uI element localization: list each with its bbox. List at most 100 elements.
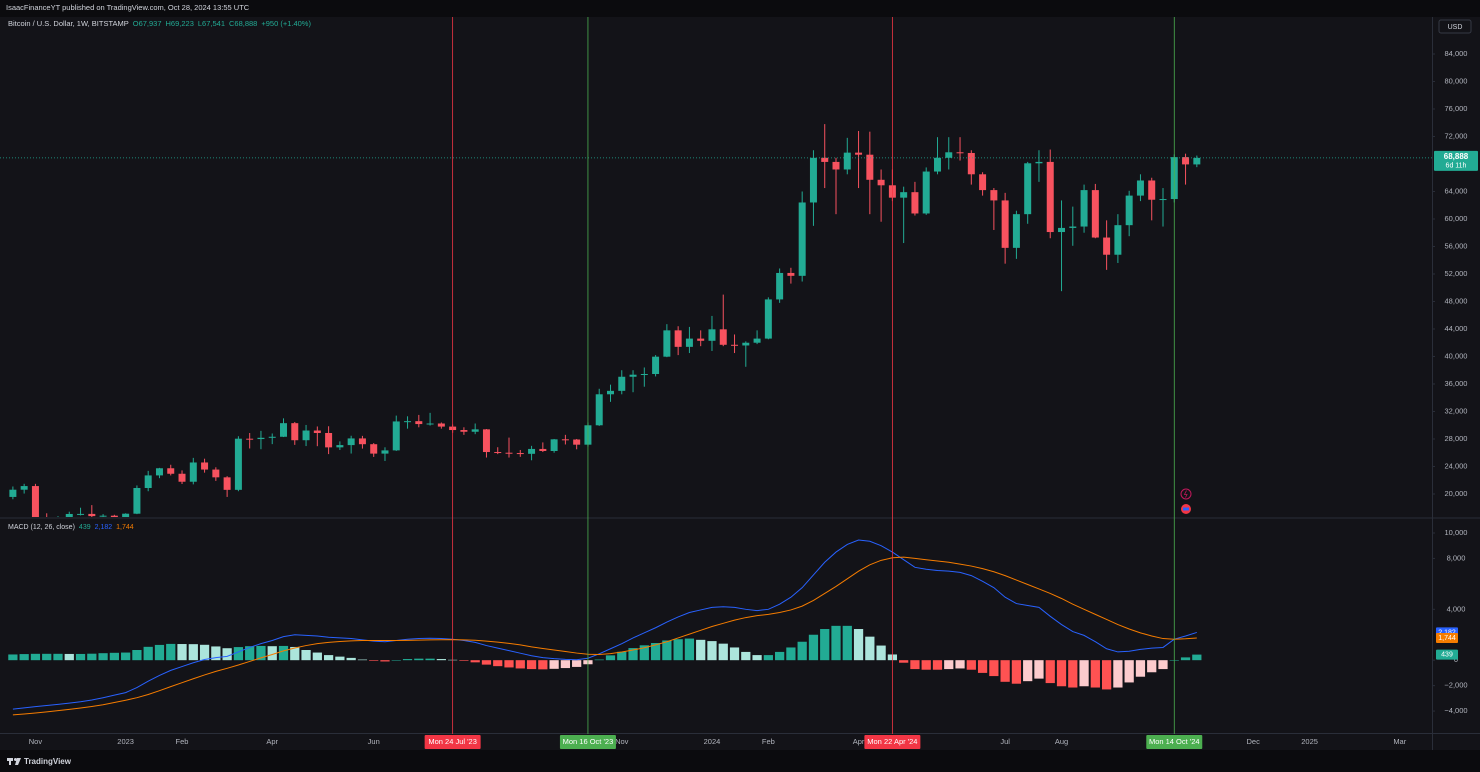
candle-body [336,445,344,448]
y-tick-label: 64,000 [1445,186,1468,195]
candle-body [787,272,795,276]
histogram-bar [199,644,210,661]
candle-body [302,430,310,441]
candle-body [31,486,39,517]
x-tick-label: Apr [266,737,278,746]
symbol-legend: Bitcoin / U.S. Dollar, 1W, BITSTAMP O67,9… [8,19,311,28]
candle-body [1069,226,1077,228]
histogram-bar [87,653,97,661]
histogram-bar [1158,660,1168,670]
y-tick-label: 8,000 [1447,553,1466,562]
candle-body [528,448,536,454]
candle-body [1046,161,1054,233]
histogram-bar [944,660,954,670]
histogram-bar [1113,660,1123,688]
histogram-bar [481,660,492,665]
candle-body [719,329,727,345]
candle-body [358,438,366,445]
histogram-bar [820,629,830,661]
histogram-bar [1034,660,1044,679]
histogram-bar [132,650,142,661]
currency-box[interactable] [1438,19,1472,34]
candle-body [922,171,930,214]
candle-body [280,423,287,437]
candle-body [629,374,637,377]
candle-body [110,515,118,517]
candle-body [933,157,941,172]
candle-body [1114,225,1122,255]
candle-body [550,439,558,452]
candle-body [900,192,908,198]
candle-body [381,450,389,454]
marker-label: Mon 16 Oct '23 [563,737,614,746]
marker-tag [864,735,921,749]
candle-body [246,438,254,440]
x-tick-label: Mar [1393,737,1406,746]
histogram-bar [549,660,559,669]
macd-line [12,539,1197,710]
histogram-bar [1147,660,1157,673]
candle-body [482,429,490,453]
y-tick-label: −4,000 [1444,706,1467,715]
y-tick-label: 72,000 [1445,131,1468,140]
candle-body [866,154,874,180]
histogram-bar [763,655,773,661]
candle-body [1182,157,1190,165]
histogram-bar [853,629,864,661]
macd-plot [8,539,1202,716]
histogram-bar [977,660,988,673]
histogram-bar [1180,657,1191,661]
signal-legend-value: 1,744 [116,524,134,531]
marker-tag [559,735,616,749]
x-tick-label: Jun [368,737,380,746]
y-tick-label: 76,000 [1445,104,1468,113]
histogram-bar [459,660,469,661]
candle-body [9,489,17,497]
candle-body [697,338,705,341]
candle-body [561,439,569,441]
y-tick-label: 10,000 [1445,528,1468,537]
x-tick-label: 2025 [1301,737,1318,746]
y-tick-label: 0 [1454,655,1458,664]
candle-body [1058,227,1066,233]
candle-body [979,174,987,191]
histogram-bar [797,641,807,661]
macd-title: MACD (12, 26, close) [8,524,75,531]
last-price-label: 68,888 [1444,152,1469,161]
x-tick-label: Dec [1247,737,1261,746]
candle-body [911,192,919,214]
histogram-bar [718,643,728,661]
histogram-bar [639,645,649,661]
histogram-bar [301,650,311,661]
x-tick-label: 2024 [704,737,721,746]
histogram-bar [323,655,334,661]
candle-body [257,437,265,440]
histogram-bar [30,653,41,661]
ohlc-value: O67,937 [133,19,162,28]
histogram-bar [932,660,943,670]
footer-brand: TradingView [24,757,72,766]
histogram-bar [515,660,525,669]
histogram-bar [154,644,165,661]
histogram-bar [267,646,277,661]
histogram-bar [188,644,198,661]
x-tick-label: Jul [1000,737,1010,746]
y-tick-label: 80,000 [1445,76,1468,85]
y-tick-label: −2,000 [1444,681,1467,690]
histogram-bar [1124,660,1134,683]
currency: USD [1448,24,1463,31]
histogram-legend-value: 439 [79,524,91,531]
signal-value-label: 1,744 [1438,635,1456,642]
histogram-bar [729,647,740,661]
histogram-bar [786,647,796,661]
candle-body [1024,163,1032,215]
candle-body [798,202,806,276]
candle-body [471,429,479,432]
candle-body [1001,200,1009,248]
candle-body [618,376,626,391]
histogram-bar [335,656,345,661]
candle-body [426,423,434,425]
candle-body [178,473,186,482]
